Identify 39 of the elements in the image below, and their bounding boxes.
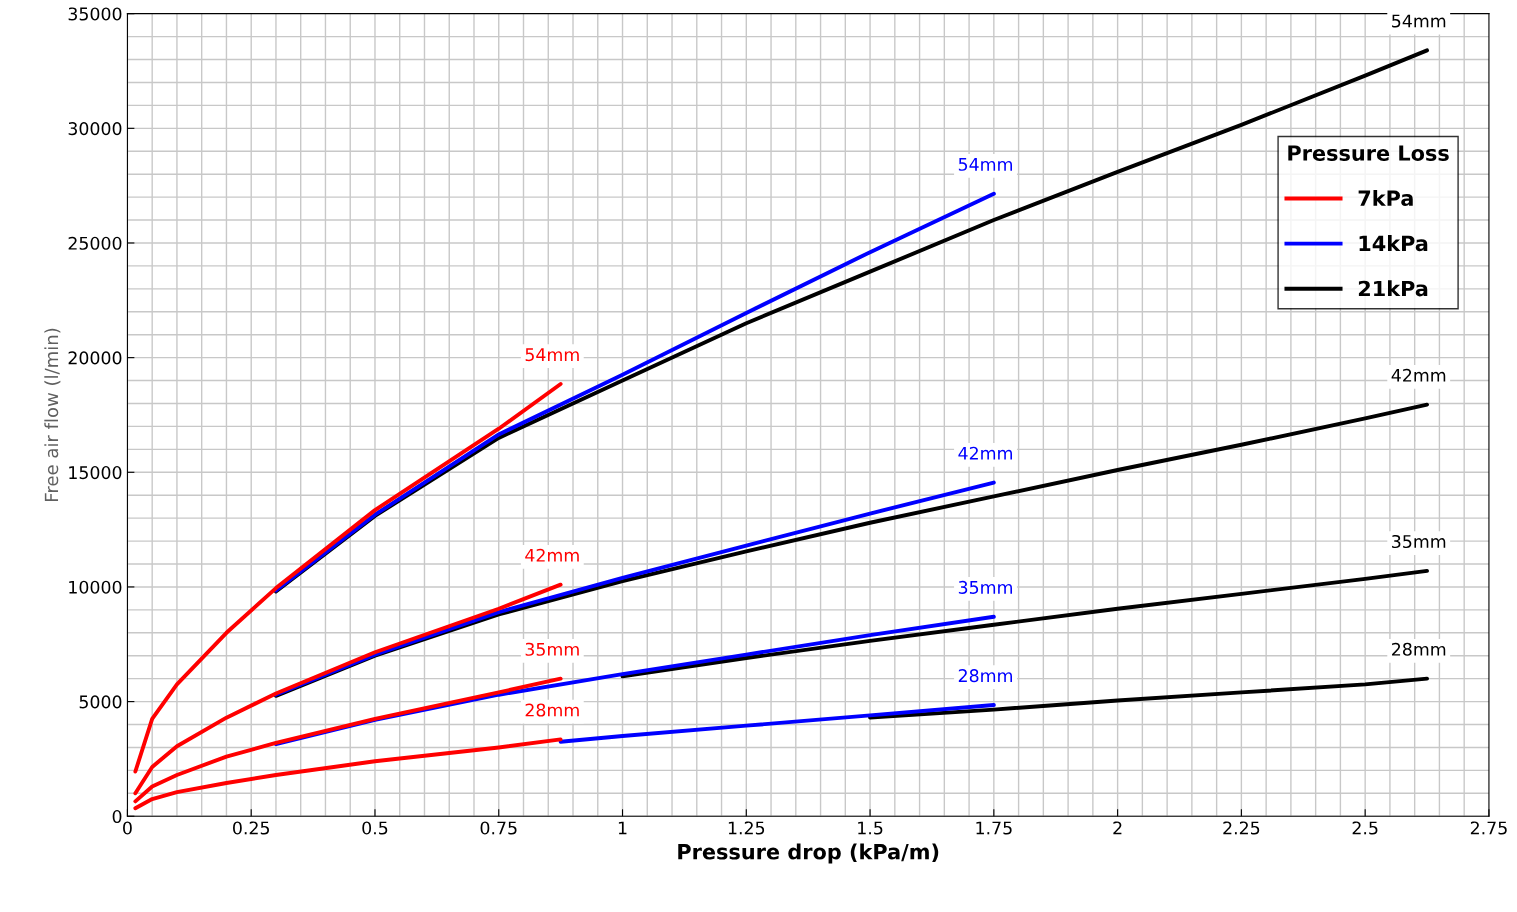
annotation: 35mm bbox=[1392, 534, 1446, 549]
x-tick-label: 1 bbox=[618, 821, 627, 835]
x-tick-label: 0.25 bbox=[233, 821, 270, 835]
y-tick-label: 30000 bbox=[68, 122, 122, 136]
y-tick-label: 5000 bbox=[79, 695, 122, 709]
annotation: 54mm bbox=[525, 348, 579, 362]
y-axis-title: Free air flow (l/min) bbox=[44, 328, 61, 501]
x-tick-label: 0 bbox=[123, 821, 132, 835]
x-tick-label: 1.75 bbox=[976, 821, 1012, 835]
x-tick-label: 2.25 bbox=[1223, 821, 1260, 835]
x-axis-title: Pressure drop (kPa/m) bbox=[678, 843, 939, 864]
x-tick-label: 2.5 bbox=[1352, 821, 1378, 835]
y-tick-label: 0 bbox=[112, 809, 122, 824]
x-tick-label: 0.5 bbox=[362, 821, 388, 835]
annotation: 28mm bbox=[525, 703, 579, 717]
legend-label: 14kPa bbox=[1359, 235, 1428, 252]
x-tick-label: 1.25 bbox=[728, 821, 765, 835]
x-tick-label: 2.75 bbox=[1470, 821, 1507, 835]
annotation: 42mm bbox=[958, 446, 1012, 460]
annotation: 35mm bbox=[525, 642, 579, 656]
annotation: 28mm bbox=[1392, 642, 1446, 656]
x-tick-label: 0.75 bbox=[480, 821, 517, 835]
annotation: 42mm bbox=[525, 548, 579, 562]
y-tick-label: 10000 bbox=[69, 580, 122, 594]
y-tick-label: 15000 bbox=[69, 466, 122, 480]
legend-label: 21kPa bbox=[1358, 280, 1428, 297]
annotation: 35mm bbox=[958, 580, 1012, 594]
y-tick-label: 35000 bbox=[68, 7, 122, 21]
x-tick-label: 2 bbox=[1113, 821, 1122, 835]
legend-label: 7kPa bbox=[1358, 189, 1413, 207]
legend-title: Pressure Loss bbox=[1288, 145, 1449, 161]
y-tick-label: 25000 bbox=[68, 236, 122, 250]
x-tick-label: 1.5 bbox=[858, 821, 883, 835]
annotation: 42mm bbox=[1391, 368, 1446, 382]
annotation: 54mm bbox=[1392, 14, 1446, 28]
y-tick-label: 20000 bbox=[68, 351, 122, 365]
annotation: 54mm bbox=[958, 157, 1012, 171]
annotation: 28mm bbox=[958, 669, 1012, 683]
line-series bbox=[133, 737, 563, 811]
